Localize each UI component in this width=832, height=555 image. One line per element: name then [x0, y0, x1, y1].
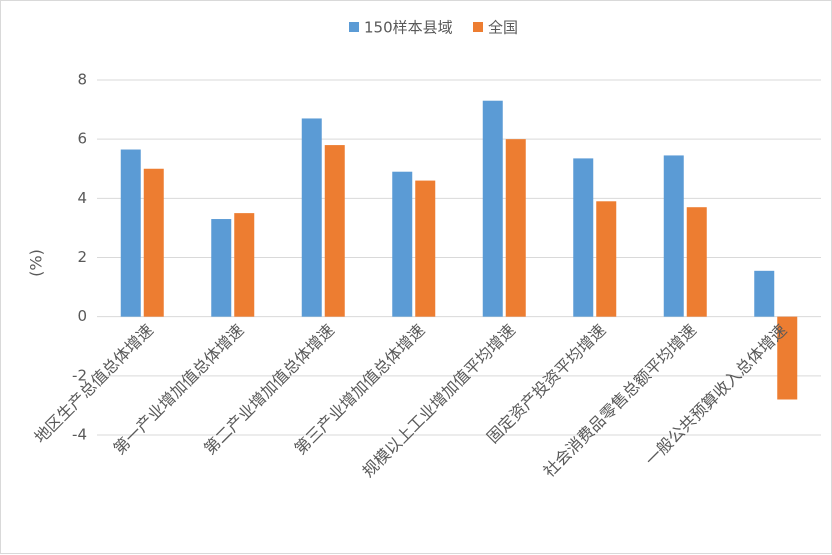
- bar-national: [234, 213, 255, 317]
- bar-county: [301, 118, 322, 317]
- bar-national: [777, 316, 798, 400]
- y-tick-label: 8: [77, 71, 87, 89]
- bar-county: [663, 155, 684, 317]
- bars: [120, 100, 798, 400]
- x-category-label: 规模以上工业增加值平均增速: [359, 320, 520, 481]
- y-tick-label: 2: [77, 248, 87, 266]
- bar-county: [120, 149, 141, 317]
- legend-swatch: [349, 22, 359, 32]
- bar-county: [392, 171, 413, 317]
- y-axis-label: (%): [27, 249, 46, 277]
- y-tick-label: -4: [72, 426, 87, 444]
- bar-national: [686, 207, 707, 317]
- y-tick-label: 4: [77, 189, 87, 207]
- legend-label: 全国: [488, 19, 518, 37]
- y-tick-label: 0: [77, 307, 87, 325]
- bar-county: [573, 158, 594, 317]
- y-axis-ticks: -4 -2 0 2 4 6 8: [72, 71, 87, 444]
- bar-county: [211, 219, 232, 317]
- y-tick-label: 6: [77, 130, 87, 148]
- bar-county: [754, 270, 775, 317]
- bar-national: [324, 145, 345, 317]
- legend-swatch: [473, 22, 483, 32]
- bar-county: [482, 100, 503, 317]
- x-axis-categories: 地区生产总值总体增速第一产业增加值总体增速第二产业增加值总体增速第三产业增加值总…: [30, 320, 790, 481]
- bar-national: [415, 180, 436, 317]
- legend-label: 150样本县域: [364, 19, 453, 37]
- legend: 150样本县域 全国: [349, 19, 518, 37]
- bar-national: [143, 168, 164, 317]
- bar-national: [596, 201, 617, 317]
- bar-national: [505, 139, 526, 317]
- x-category-label: 社会消费品零售总额平均增速: [540, 320, 701, 481]
- y-tick-label: -2: [72, 366, 87, 384]
